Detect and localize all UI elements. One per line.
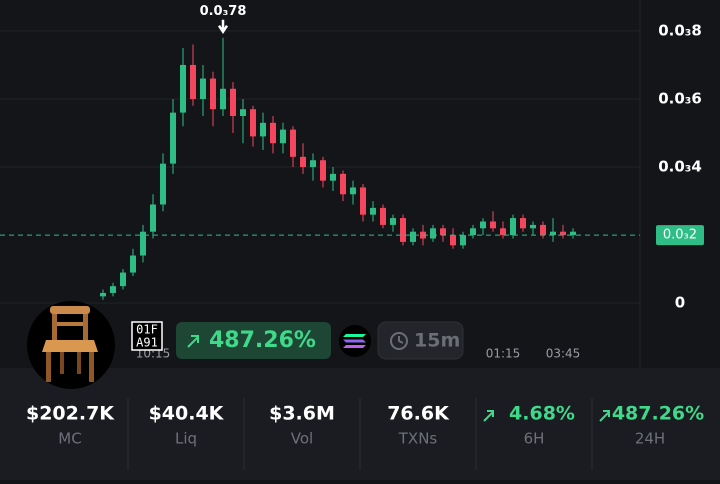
- candle-body: [530, 224, 536, 229]
- candle-body: [280, 129, 286, 144]
- candle-body: [220, 88, 226, 110]
- candle-body: [470, 228, 476, 236]
- x-tick-label: 01:15: [486, 347, 521, 361]
- up-arrow: [599, 410, 610, 422]
- candle-body: [370, 207, 376, 215]
- candle-body: [440, 228, 446, 236]
- candle-body: [360, 187, 366, 215]
- up-arrow: [483, 410, 494, 422]
- stat-value: 76.6K: [387, 403, 450, 425]
- x-tick-label: 03:45: [546, 347, 581, 361]
- stat-label: 6H: [524, 430, 545, 448]
- peak-arrow: [217, 19, 229, 34]
- candle-body: [570, 231, 576, 236]
- candle-body: [520, 218, 526, 229]
- candle-body: [410, 231, 416, 242]
- candle-body: [270, 122, 276, 144]
- candle-body: [510, 218, 516, 236]
- candle-body: [320, 160, 326, 181]
- candle-body: [120, 272, 126, 287]
- candle-body: [430, 228, 436, 239]
- candle-body: [300, 156, 306, 168]
- candle-body: [490, 221, 496, 229]
- up-arrow: [187, 335, 199, 348]
- change-text: 487.26%: [209, 328, 316, 353]
- stat-value: $40.4K: [149, 403, 225, 425]
- candle-body: [560, 231, 566, 236]
- price-tag: [656, 225, 704, 246]
- y-tick-label: 0.0₃6: [658, 89, 702, 107]
- candle-body: [260, 122, 266, 137]
- price-tag-text: 0.0₃2: [663, 228, 697, 243]
- stats-row: $202.7K MC $40.4K Liq $3.6M Vol 76.6K TXNs 4.68%…: [26, 398, 704, 470]
- candle-body: [290, 129, 296, 157]
- candle-body: [180, 64, 186, 113]
- candle-body: [200, 78, 206, 99]
- candle-body: [110, 286, 116, 293]
- clock-hand: [398, 336, 404, 344]
- solana-icon[interactable]: [339, 325, 371, 357]
- candle-body: [500, 228, 506, 236]
- candle-body: [210, 78, 216, 110]
- candle-body: [170, 112, 176, 164]
- overlay: 01F A91 487.26% 15m: [27, 301, 464, 389]
- candle-body: [400, 218, 406, 242]
- candle-body: [100, 292, 106, 297]
- candle-body: [450, 235, 456, 246]
- candle-body: [540, 224, 546, 236]
- change-badge: [176, 322, 331, 359]
- candle-body: [390, 218, 396, 225]
- candle-body: [350, 187, 356, 195]
- candle-body: [380, 207, 386, 225]
- chair-icon: [42, 306, 98, 382]
- stat-value: 487.26%: [612, 403, 704, 425]
- stat-value: $3.6M: [269, 403, 335, 425]
- stat-label: Liq: [175, 430, 197, 448]
- stat-label: TXNs: [398, 430, 438, 448]
- clock-icon: [390, 332, 408, 350]
- candle-body: [550, 231, 556, 236]
- candle-body: [240, 109, 246, 116]
- candle-body: [480, 221, 486, 229]
- y-tick-label: 0.0₃8: [658, 21, 702, 39]
- stat-label: Vol: [291, 430, 313, 448]
- candle-body: [310, 160, 316, 168]
- stat-label: MC: [58, 430, 81, 448]
- stat-label: 24H: [635, 430, 665, 448]
- stat-value: 4.68%: [509, 403, 575, 425]
- y-tick-label: 0.0₃4: [658, 158, 702, 176]
- candle-body: [150, 204, 156, 232]
- missing-glyph-text: A91: [136, 336, 158, 350]
- missing-glyph-box: [131, 321, 163, 351]
- candle-body: [330, 173, 336, 181]
- candle-body: [140, 231, 146, 256]
- candle-body: [250, 109, 256, 137]
- candle-body: [190, 64, 196, 99]
- candle-body: [130, 255, 136, 273]
- candle-body: [230, 88, 236, 116]
- chart-bg: [0, 0, 720, 368]
- peak-label: 0.0₃78: [200, 4, 247, 19]
- interval-text[interactable]: 15m: [414, 330, 460, 352]
- candle-body: [340, 173, 346, 195]
- missing-glyph-text: 01F: [136, 323, 158, 337]
- candle-body: [160, 163, 166, 205]
- stat-value: $202.7K: [26, 403, 115, 425]
- y-tick-label: 0: [675, 294, 685, 312]
- candle-body: [460, 235, 466, 246]
